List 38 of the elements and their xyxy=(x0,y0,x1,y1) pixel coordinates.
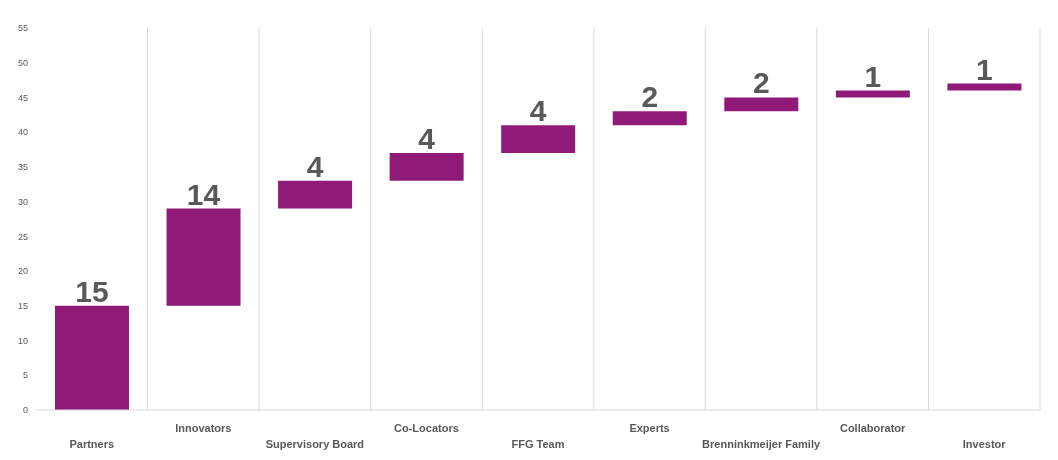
bar xyxy=(54,305,129,410)
data-label: 1 xyxy=(864,59,882,93)
y-tick-label: 0 xyxy=(22,405,28,416)
bar xyxy=(278,180,353,209)
x-tick-label: Collaborator xyxy=(839,422,907,434)
data-label: 4 xyxy=(418,122,436,156)
data-label: 2 xyxy=(641,80,659,114)
data-label: 14 xyxy=(186,177,221,211)
data-label: 15 xyxy=(75,274,109,308)
bar xyxy=(612,111,687,126)
y-tick-label: 15 xyxy=(17,301,28,312)
y-tick-label: 30 xyxy=(17,196,28,207)
data-label: 4 xyxy=(529,94,547,128)
data-label: 2 xyxy=(752,66,770,100)
bar xyxy=(166,208,241,306)
y-tick-label: 55 xyxy=(17,23,28,34)
y-tick-label: 10 xyxy=(17,335,28,346)
x-tick-label: Brenninkmeijer Family xyxy=(702,438,821,450)
bar xyxy=(724,97,799,112)
y-tick-label: 50 xyxy=(17,57,28,68)
bar xyxy=(389,153,464,181)
y-tick-label: 20 xyxy=(17,266,28,277)
bar xyxy=(501,125,576,154)
bar xyxy=(947,83,1022,91)
x-tick-label: FFG Team xyxy=(511,438,565,450)
y-tick-label: 5 xyxy=(22,370,28,381)
x-tick-label: Innovators xyxy=(175,422,232,434)
y-tick-label: 40 xyxy=(17,127,28,138)
x-tick-label: Co-Locators xyxy=(394,422,459,434)
y-tick-label: 45 xyxy=(17,92,28,103)
data-label: 4 xyxy=(306,149,324,183)
y-tick-label: 35 xyxy=(17,162,28,173)
x-tick-label: Partners xyxy=(69,438,115,450)
y-tick-label: 25 xyxy=(17,231,28,242)
x-tick-label: Supervisory Board xyxy=(265,438,365,450)
x-tick-label: Investor xyxy=(962,438,1007,450)
x-tick-label: Experts xyxy=(629,422,670,434)
data-label: 1 xyxy=(976,52,993,86)
